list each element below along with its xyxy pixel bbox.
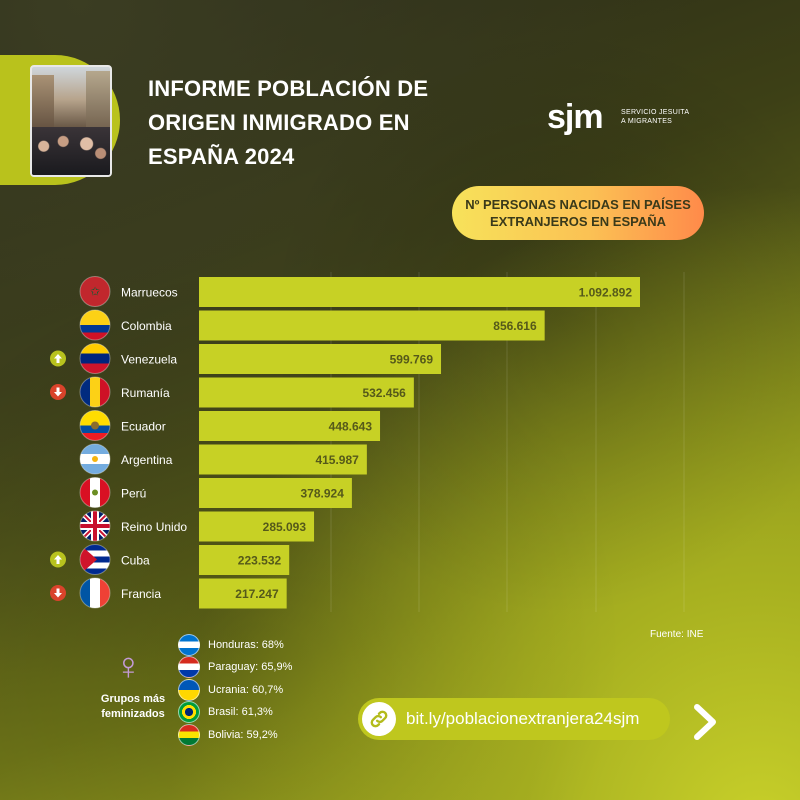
venezuela-flag-icon: [80, 343, 110, 374]
report-link[interactable]: bit.ly/poblacionextranjera24sjm: [358, 698, 670, 740]
bar-value-label: 285.093: [263, 520, 307, 534]
category-label: Rumanía: [121, 386, 170, 400]
uk-flag-icon: [80, 511, 110, 541]
source-note: Fuente: INE: [650, 629, 704, 640]
report-link-text: bit.ly/poblacionextranjera24sjm: [406, 709, 640, 728]
arrow-down-icon: [54, 588, 62, 598]
flag-border: [79, 276, 111, 307]
bar-value-label: 599.769: [390, 353, 434, 367]
arrow-up-icon: [54, 555, 62, 564]
bar: [199, 545, 290, 575]
romania-flag-icon: [80, 377, 110, 407]
honduras-flag-icon: [178, 634, 200, 656]
feminized-item-text: Paraguay: 65,9%: [208, 661, 293, 673]
arrow-down-icon: [54, 387, 62, 397]
sjm-logo-subtitle-line1: SERVICIO JESUITA: [621, 109, 690, 116]
sjm-logo-subtitle-line2: A MIGRANTES: [621, 118, 673, 125]
bar: [199, 411, 381, 441]
colombia-flag-icon: [80, 310, 110, 340]
bar: [199, 344, 442, 374]
bar-value-label: 448.643: [329, 420, 373, 434]
ecuador-flag-icon: [80, 410, 110, 441]
category-label: Argentina: [121, 453, 173, 467]
feminized-item-text: Bolivia: 59,2%: [208, 729, 278, 741]
feminized-item-text: Brasil: 61,3%: [208, 706, 273, 718]
category-label: Perú: [121, 487, 146, 501]
venus-icon: ♀: [114, 646, 143, 688]
svg-text:✩: ✩: [90, 285, 100, 299]
bar-value-label: 532.456: [362, 386, 406, 400]
feminized-item: Ucrania: 60,7%: [178, 679, 284, 701]
peru-flag-icon: [80, 477, 110, 508]
bar-value-label: 217.247: [235, 587, 279, 601]
argentina-flag-icon: [80, 444, 110, 474]
category-label: Ecuador: [121, 420, 166, 434]
flag-border: [79, 544, 111, 575]
flag-border: [79, 510, 111, 542]
sjm-logo-subtitle: SERVICIO JESUITA A MIGRANTES: [621, 108, 689, 126]
feminized-item: Honduras: 68%: [178, 634, 284, 656]
category-label: Francia: [121, 587, 161, 601]
bar: [199, 511, 315, 542]
category-label: Colombia: [121, 319, 172, 333]
chart-title-pill-label: Nº PERSONAS NACIDAS EN PAÍSES EXTRANJERO…: [465, 197, 691, 229]
bar: [199, 310, 545, 341]
morocco-flag-icon: ✩: [80, 276, 110, 307]
feminized-item-text: Ucrania: 60,7%: [208, 684, 284, 696]
bar-value-label: 856.616: [493, 319, 537, 333]
page-title: INFORME POBLACIÓN DE ORIGEN INMIGRADO EN…: [148, 76, 429, 169]
feminized-item: Bolivia: 59,2%: [178, 724, 278, 746]
bar: [199, 277, 640, 307]
chart-title-pill: Nº PERSONAS NACIDAS EN PAÍSES EXTRANJERO…: [452, 186, 704, 240]
flag-border: [79, 443, 111, 475]
chevron-right-icon[interactable]: [690, 703, 722, 741]
flag-border: [79, 477, 111, 508]
feminized-item: Brasil: 61,3%: [178, 701, 273, 723]
brazil-flag-icon: [178, 701, 200, 723]
category-label: Venezuela: [121, 353, 177, 367]
bar: [199, 578, 287, 609]
bar: [199, 444, 367, 475]
category-label: Marruecos: [121, 286, 178, 300]
street-crowd-photo: [30, 65, 112, 177]
bolivia-flag-icon: [178, 724, 200, 746]
sjm-logo: sjm: [547, 98, 604, 136]
photo-crowd: [32, 127, 110, 175]
feminized-item-text: Honduras: 68%: [208, 639, 284, 651]
paraguay-flag-icon: [178, 656, 200, 678]
france-flag-icon: [80, 578, 110, 608]
flag-border: [79, 309, 111, 341]
bar-value-label: 1.092.892: [579, 286, 633, 300]
photo-building-right: [86, 71, 110, 135]
flag-border: [79, 343, 111, 374]
feminized-groups-label: Grupos más feminizados: [100, 693, 166, 720]
feminized-item: Paraguay: 65,9%: [178, 656, 293, 678]
category-label: Cuba: [121, 554, 150, 568]
bar-value-label: 223.532: [238, 554, 282, 568]
link-icon: [362, 702, 396, 736]
photo-building-left: [32, 75, 54, 135]
arrow-up-icon: [54, 354, 62, 363]
bar: [199, 478, 352, 508]
ukraine-flag-icon: [178, 679, 200, 701]
bar-value-label: 378.924: [301, 487, 345, 501]
bar-value-label: 415.987: [315, 453, 359, 467]
flag-border: [79, 376, 111, 408]
category-label: Reino Unido: [121, 520, 187, 534]
flag-border: [79, 577, 111, 609]
cuba-flag-icon: [80, 544, 110, 575]
bar: [199, 377, 414, 408]
flag-border: [79, 410, 111, 441]
